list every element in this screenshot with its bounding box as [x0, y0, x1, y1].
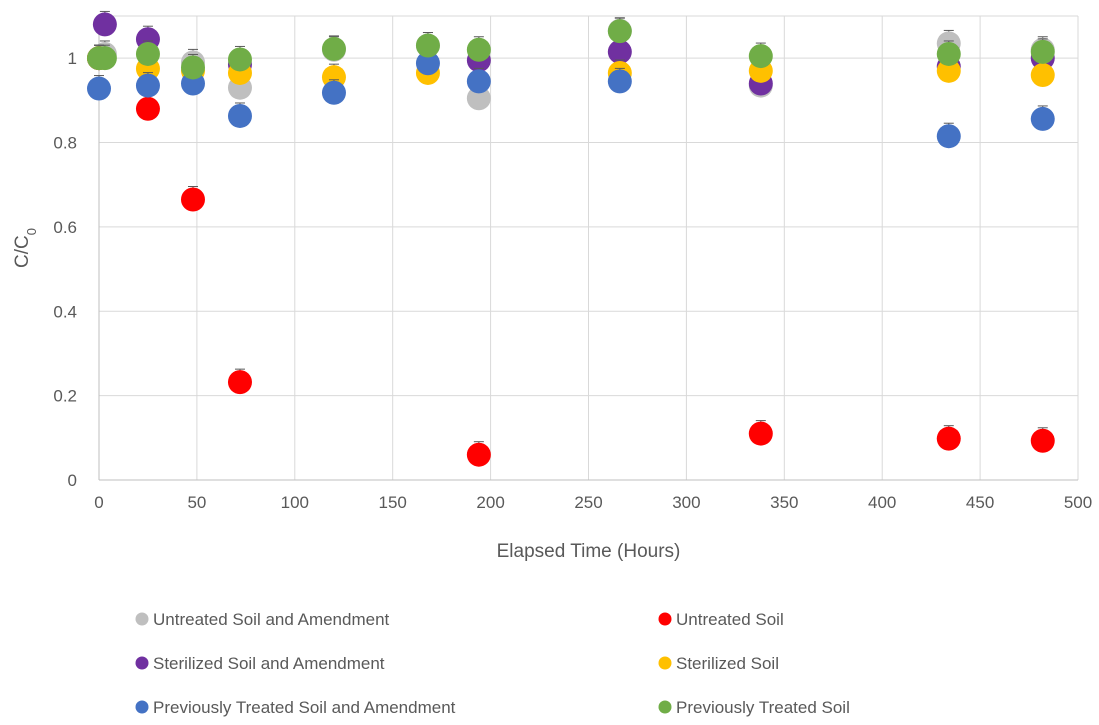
x-tick-label: 50 [187, 493, 206, 512]
x-tick-label: 200 [476, 493, 504, 512]
data-point [607, 69, 632, 94]
y-tick-label: 0.6 [53, 218, 77, 237]
data-point [321, 80, 346, 105]
data-point [466, 442, 491, 467]
legend-label: Previously Treated Soil [676, 698, 850, 717]
y-tick-label: 1 [68, 49, 77, 68]
data-point [135, 41, 160, 66]
data-point [1030, 106, 1055, 131]
y-tick-label: 0.2 [53, 387, 77, 406]
legend-label: Previously Treated Soil and Amendment [153, 698, 456, 717]
data-points [87, 10, 1055, 467]
data-point [936, 426, 961, 451]
data-point [135, 96, 160, 121]
x-tick-label: 450 [966, 493, 994, 512]
data-point [92, 12, 117, 37]
y-tick-label: 0.4 [53, 302, 77, 321]
legend-marker [135, 656, 149, 670]
data-point [748, 421, 773, 446]
legend: Untreated Soil and Amendment Untreated So… [135, 610, 850, 717]
data-point [466, 37, 491, 62]
data-point [180, 55, 205, 80]
data-point [227, 370, 252, 395]
legend-marker [658, 612, 672, 626]
data-point [936, 124, 961, 149]
data-point [87, 76, 111, 101]
data-point [227, 103, 252, 128]
data-point [1030, 39, 1055, 64]
data-point [936, 41, 961, 66]
data-point [1030, 428, 1055, 453]
data-point [936, 58, 961, 83]
legend-label: Sterilized Soil and Amendment [153, 654, 385, 673]
data-point [607, 19, 632, 44]
legend-marker [658, 700, 672, 714]
x-axis-title: Elapsed Time (Hours) [497, 541, 681, 562]
y-tick-label: 0 [68, 471, 77, 490]
x-tick-label: 300 [672, 493, 700, 512]
tick-labels: 0 50 100 150 200 250 300 350 400 450 500 0 0.2 0.4 0.6… [53, 49, 1092, 512]
y-axis-title-subscript: 0 [24, 228, 39, 235]
x-tick-label: 400 [868, 493, 896, 512]
gridlines [99, 15, 1079, 480]
data-point [180, 187, 205, 212]
data-point [466, 86, 491, 111]
x-tick-label: 500 [1064, 493, 1092, 512]
legend-label: Untreated Soil [676, 610, 784, 629]
x-tick-label: 350 [770, 493, 798, 512]
data-point [415, 51, 440, 76]
data-point [321, 36, 346, 61]
data-point [227, 47, 252, 72]
legend-marker [135, 612, 149, 626]
data-point [135, 73, 160, 98]
legend-label: Untreated Soil and Amendment [153, 610, 390, 629]
x-tick-label: 100 [281, 493, 309, 512]
legend-marker [658, 656, 672, 670]
data-point [415, 33, 440, 58]
y-axis-title-main: C/C [12, 235, 33, 268]
x-tick-label: 150 [379, 493, 407, 512]
data-point [466, 69, 491, 94]
x-tick-label: 250 [574, 493, 602, 512]
y-tick-label: 0.8 [53, 134, 77, 153]
x-tick-label: 0 [94, 493, 103, 512]
legend-label: Sterilized Soil [676, 654, 779, 673]
legend-marker [135, 700, 149, 714]
data-point [1030, 63, 1055, 88]
y-axis-title: C/C0 [12, 228, 39, 268]
data-point [92, 46, 117, 71]
data-point [748, 44, 773, 69]
data-point [607, 39, 632, 64]
